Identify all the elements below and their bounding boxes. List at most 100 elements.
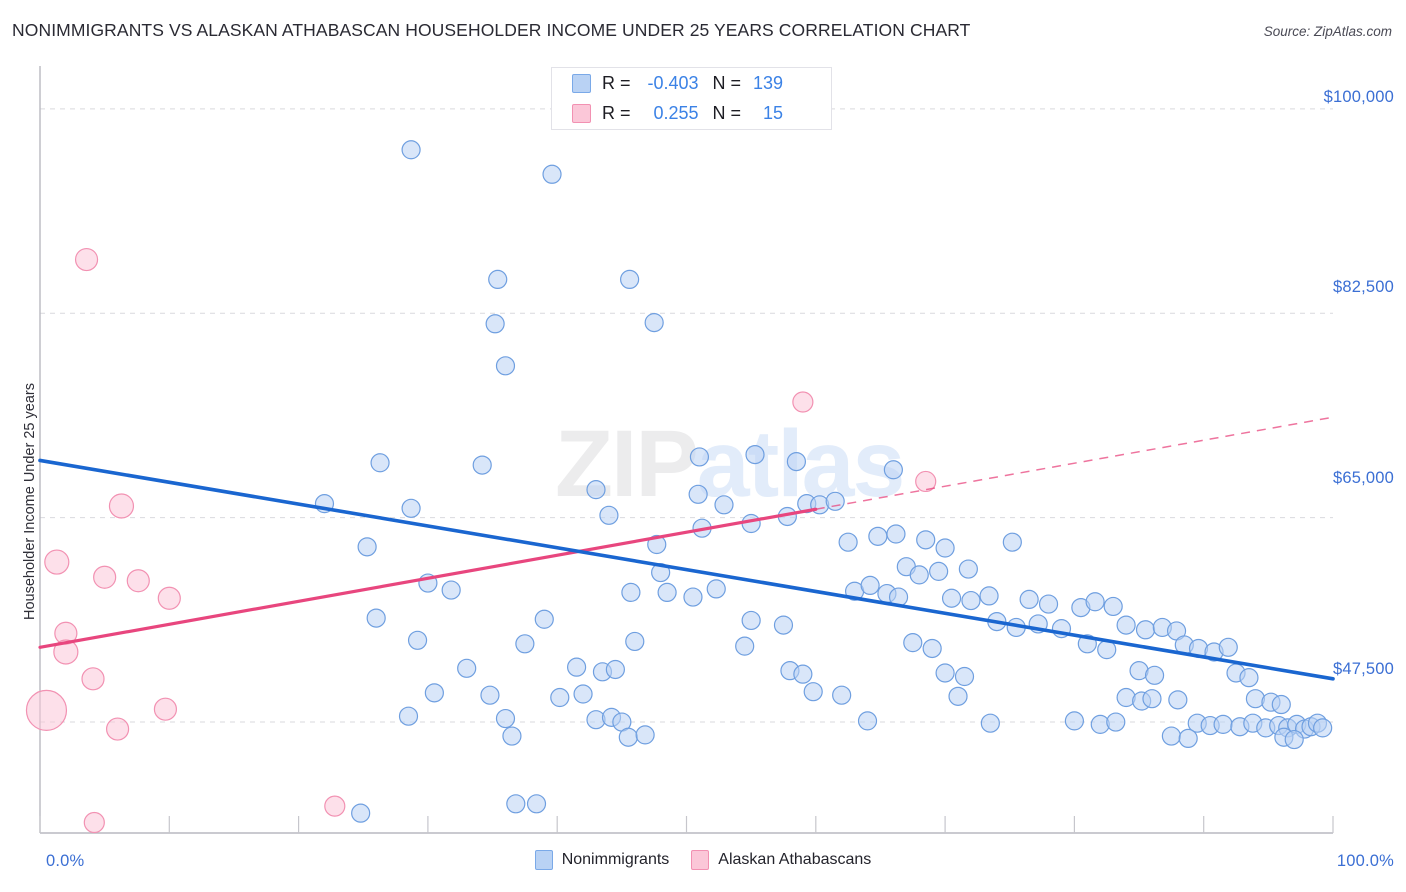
data-point (472, 455, 492, 475)
data-point (1239, 668, 1259, 688)
legend-n-value-pink: 15 (763, 102, 784, 123)
data-point (495, 356, 516, 376)
legend-swatch-pink-icon (572, 103, 591, 123)
data-point (825, 491, 845, 511)
data-point (958, 559, 978, 579)
data-point (457, 658, 477, 678)
data-point (625, 631, 645, 652)
data-point (81, 667, 105, 691)
data-point (714, 495, 734, 515)
series-legend-label-athabascans: Alaskan Athabascans (718, 851, 872, 868)
data-point (1284, 729, 1304, 750)
data-point (1116, 615, 1136, 635)
data-point (683, 587, 703, 607)
data-point (542, 164, 562, 184)
data-point (1019, 589, 1039, 610)
data-point (941, 588, 962, 608)
data-point (424, 683, 444, 703)
data-point (370, 453, 390, 473)
x-axis-end-label: 100.0% (1336, 852, 1394, 870)
scatter-plot-svg (25, 66, 1335, 834)
data-point (688, 484, 708, 504)
data-point (792, 391, 814, 413)
data-point (550, 687, 570, 708)
data-point (948, 686, 968, 706)
data-point (793, 664, 813, 684)
data-point (526, 794, 547, 814)
data-point (618, 727, 638, 747)
data-point (980, 713, 1000, 733)
data-point (706, 579, 726, 599)
trendline-athabascans-solid (38, 507, 818, 649)
data-point (838, 532, 858, 552)
data-point (954, 666, 975, 687)
data-point (93, 565, 117, 589)
data-point (401, 498, 421, 518)
data-point (832, 685, 852, 705)
data-point (1161, 726, 1181, 746)
data-point (53, 639, 79, 665)
data-point (515, 634, 535, 654)
stats-legend: R = -0.403 N = 139 R = 0.255 N = 15 (551, 67, 832, 130)
data-point (1142, 689, 1162, 709)
data-point (1178, 728, 1198, 749)
trendline-athabascans-dashed (815, 416, 1334, 510)
data-point (735, 636, 755, 656)
data-point (108, 493, 135, 519)
data-point (657, 582, 677, 603)
data-point (741, 610, 761, 631)
data-point (44, 549, 70, 575)
data-point (74, 247, 99, 272)
data-point (566, 657, 587, 677)
data-point (886, 524, 906, 544)
series-swatch-pink-icon (691, 850, 710, 870)
data-point (126, 569, 150, 593)
data-point (935, 663, 955, 683)
series-points-alaskan-athabascans (25, 247, 937, 834)
data-point (803, 682, 823, 702)
trendline-nonimmigrants (38, 458, 1335, 681)
data-point (620, 269, 640, 289)
data-point (979, 586, 999, 606)
series-legend-item-nonimmigrants[interactable]: Nonimmigrants (534, 850, 669, 870)
data-point (773, 615, 794, 635)
data-point (573, 684, 593, 704)
legend-r-value-blue: -0.403 (647, 72, 699, 93)
data-point (1064, 711, 1085, 731)
data-point (689, 447, 710, 467)
data-point (502, 726, 522, 746)
data-point (105, 717, 130, 741)
data-point (407, 630, 428, 650)
data-point (903, 633, 923, 653)
data-point (366, 608, 386, 628)
data-point (495, 708, 516, 729)
data-point (868, 526, 888, 546)
data-point (922, 638, 942, 659)
legend-n-label-pink: N = (712, 102, 742, 123)
data-point (929, 561, 949, 581)
data-point (25, 689, 68, 731)
data-point (745, 444, 765, 465)
data-point (599, 505, 619, 525)
data-point (506, 794, 526, 814)
data-point (1144, 665, 1165, 685)
y-tick-label-65000: $65,000 (1332, 469, 1394, 487)
data-point (1103, 596, 1123, 617)
legend-swatch-blue-icon (572, 73, 591, 93)
data-point (1168, 690, 1188, 710)
data-point (485, 314, 505, 334)
data-point (621, 582, 641, 603)
data-point (351, 803, 371, 823)
data-point (909, 565, 929, 585)
series-legend-item-athabascans[interactable]: Alaskan Athabascans (691, 850, 871, 870)
series-points-nonimmigrants (314, 140, 1333, 823)
data-point (1245, 689, 1266, 709)
data-point (860, 575, 880, 596)
data-point (605, 659, 625, 680)
data-point (741, 513, 761, 534)
data-point (153, 697, 178, 721)
legend-r-label-pink: R = (602, 102, 631, 123)
data-point (883, 460, 903, 480)
data-point (1038, 594, 1059, 614)
